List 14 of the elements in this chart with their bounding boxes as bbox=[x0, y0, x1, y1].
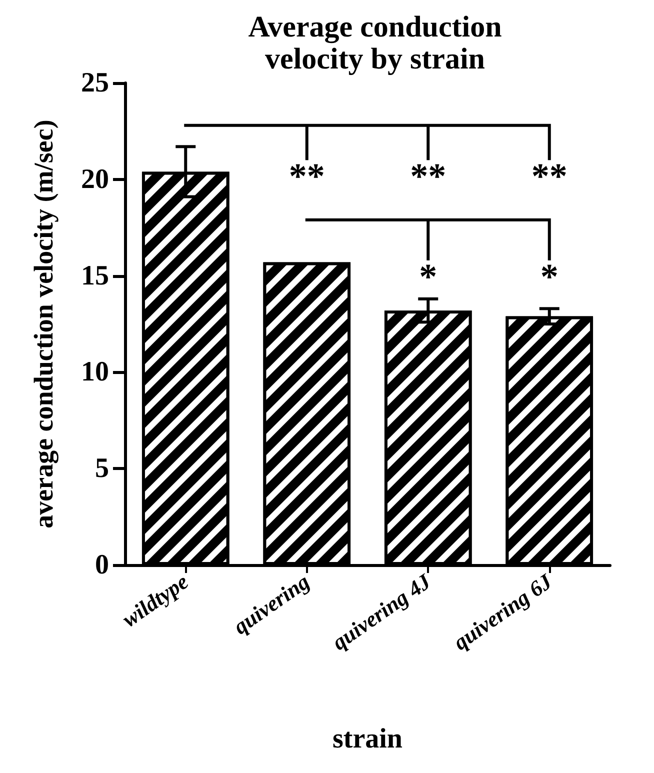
y-tick-label: 5 bbox=[95, 453, 109, 484]
chart-title: Average conduction velocity by strain bbox=[248, 10, 502, 76]
y-tick-label: 25 bbox=[81, 68, 109, 98]
annotation: ** bbox=[410, 156, 446, 196]
y-tick-label: 15 bbox=[81, 260, 109, 292]
x-axis-title: strain bbox=[332, 724, 403, 754]
annotation: ** bbox=[531, 156, 568, 196]
y-tick-label: 10 bbox=[81, 356, 109, 388]
y-axis-title: average conduction velocity (m/sec) bbox=[28, 120, 58, 528]
annotation: * bbox=[540, 256, 558, 296]
annotation: * bbox=[419, 256, 438, 296]
y-tick-label: 20 bbox=[81, 164, 109, 195]
annotation: ** bbox=[288, 156, 325, 196]
y-tick-label: 0 bbox=[95, 550, 109, 580]
